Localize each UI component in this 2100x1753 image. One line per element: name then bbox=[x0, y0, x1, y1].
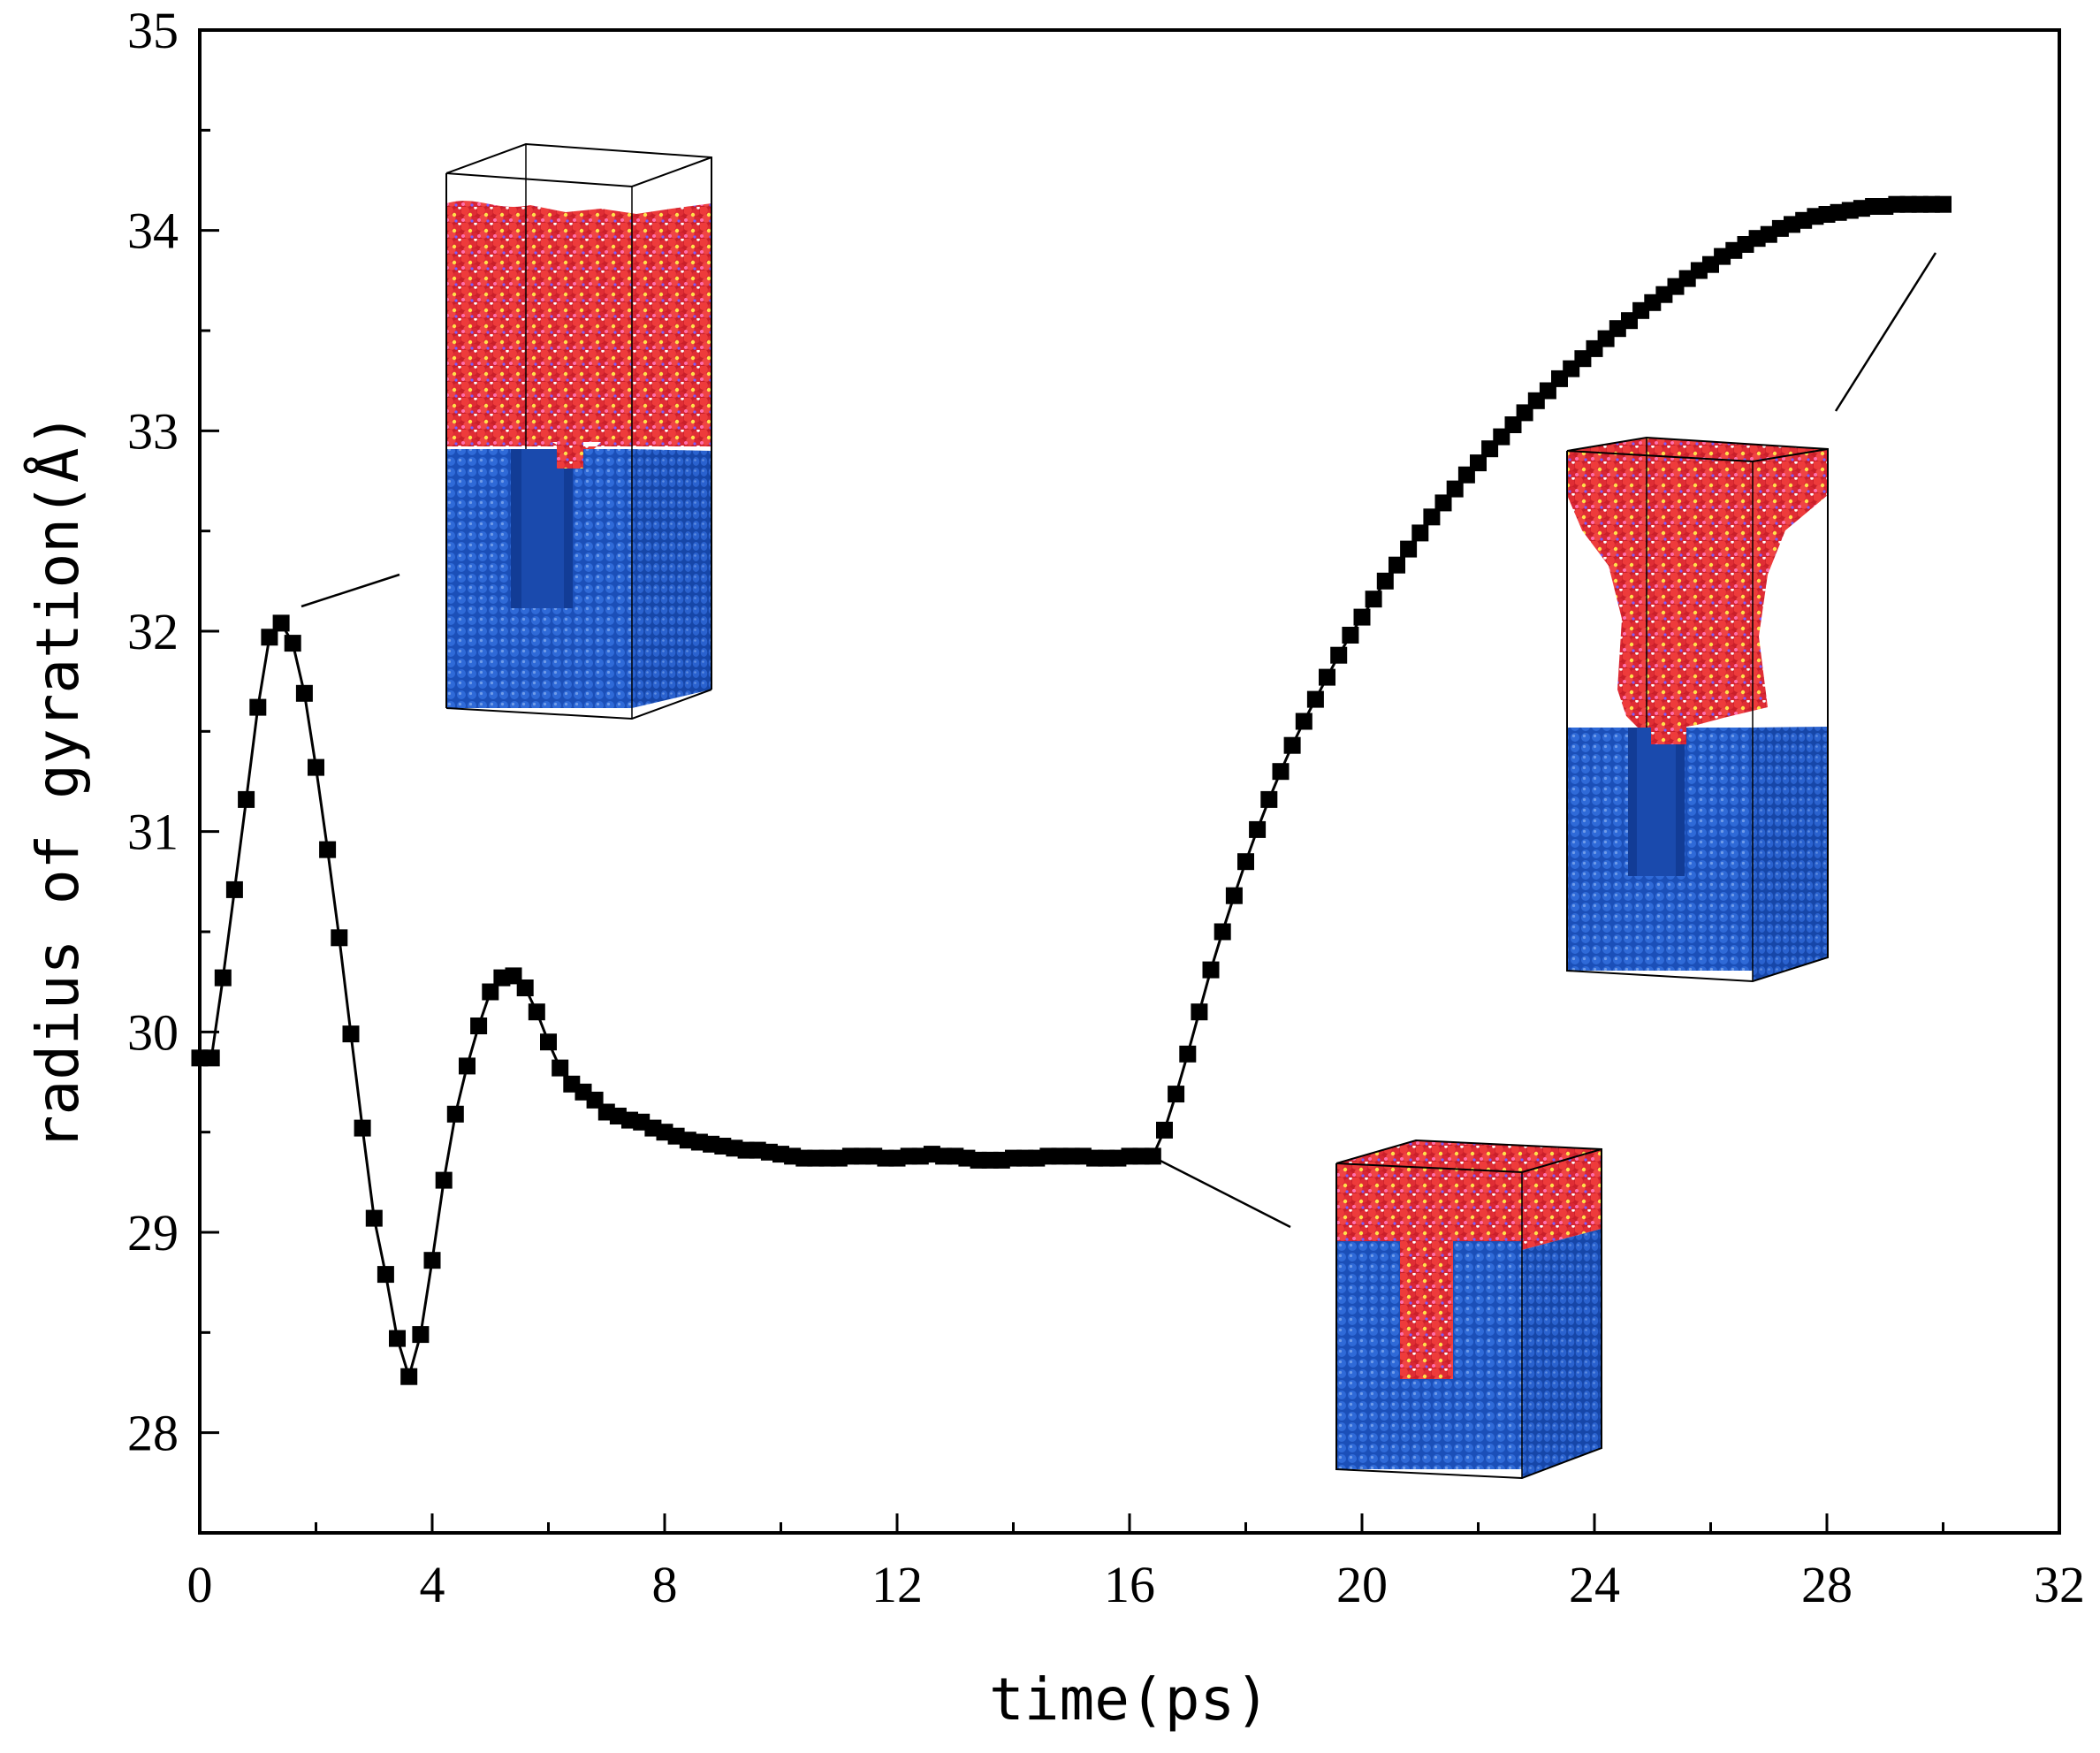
data-point bbox=[272, 614, 290, 632]
data-point bbox=[1342, 627, 1359, 644]
data-point bbox=[308, 758, 324, 776]
data-point bbox=[516, 979, 534, 996]
y-tick-label: 29 bbox=[127, 1204, 179, 1261]
data-point bbox=[377, 1266, 394, 1284]
data-point bbox=[1249, 820, 1267, 838]
y-axis-title: radius of gyration(Å) bbox=[23, 413, 92, 1150]
data-point bbox=[1214, 923, 1231, 941]
data-point bbox=[1272, 763, 1290, 781]
data-point bbox=[528, 1003, 545, 1021]
data-point bbox=[1283, 736, 1301, 754]
x-axis-title: time(ps) bbox=[989, 1665, 1270, 1734]
data-point bbox=[249, 698, 267, 716]
data-point bbox=[342, 1025, 360, 1043]
data-point bbox=[331, 929, 348, 947]
data-point bbox=[1306, 690, 1324, 708]
data-point bbox=[1446, 480, 1464, 498]
data-point bbox=[1295, 713, 1312, 730]
data-point bbox=[1330, 646, 1348, 664]
data-point bbox=[389, 1330, 406, 1347]
data-point bbox=[1470, 454, 1487, 472]
data-point bbox=[1365, 591, 1382, 608]
inset-snapshot-plateau bbox=[1151, 1139, 1602, 1480]
x-tick-label: 28 bbox=[1801, 1556, 1853, 1613]
x-tick-label: 24 bbox=[1569, 1556, 1620, 1613]
y-tick-label: 32 bbox=[127, 603, 179, 660]
data-point bbox=[1156, 1121, 1173, 1139]
data-point bbox=[400, 1368, 418, 1385]
data-point bbox=[1144, 1147, 1161, 1165]
data-point bbox=[1191, 1003, 1208, 1021]
data-point bbox=[1400, 540, 1418, 558]
x-tick-label: 12 bbox=[871, 1556, 923, 1613]
data-point bbox=[446, 1105, 464, 1123]
data-point bbox=[459, 1057, 476, 1075]
data-point bbox=[1935, 195, 1952, 213]
inset-snapshot-final bbox=[1566, 252, 1937, 983]
data-point bbox=[1434, 494, 1452, 512]
x-tick-label: 0 bbox=[187, 1556, 213, 1613]
data-point bbox=[1202, 961, 1220, 979]
data-point bbox=[1179, 1045, 1197, 1063]
data-point bbox=[319, 841, 337, 858]
data-point bbox=[423, 1252, 441, 1269]
inset-snapshot-initial bbox=[301, 142, 712, 720]
data-point bbox=[354, 1119, 371, 1137]
data-point bbox=[470, 1018, 488, 1034]
data-point bbox=[1225, 887, 1243, 904]
data-point bbox=[1411, 524, 1429, 542]
data-point bbox=[295, 684, 313, 702]
y-tick-label: 35 bbox=[127, 2, 179, 59]
data-point bbox=[1389, 556, 1405, 574]
data-point bbox=[1423, 508, 1441, 526]
data-point bbox=[284, 635, 301, 652]
data-point bbox=[202, 1049, 220, 1067]
data-point bbox=[482, 983, 499, 1001]
data-point bbox=[1168, 1086, 1185, 1103]
data-point bbox=[225, 880, 243, 898]
data-point bbox=[1376, 572, 1394, 590]
x-tick-label: 32 bbox=[2034, 1556, 2085, 1613]
x-tick-label: 20 bbox=[1336, 1556, 1388, 1613]
data-point bbox=[1353, 608, 1371, 626]
x-tick-label: 16 bbox=[1104, 1556, 1155, 1613]
y-tick-label: 34 bbox=[127, 202, 179, 260]
y-tick-label: 33 bbox=[127, 402, 179, 460]
data-point bbox=[1260, 790, 1278, 808]
y-tick-label: 28 bbox=[127, 1405, 179, 1462]
data-point bbox=[238, 790, 255, 808]
data-point bbox=[552, 1059, 569, 1077]
data-point bbox=[1319, 668, 1335, 686]
data-point bbox=[435, 1171, 453, 1189]
y-tick-label: 30 bbox=[127, 1003, 179, 1061]
x-tick-label: 8 bbox=[652, 1556, 678, 1613]
series-markers bbox=[191, 195, 1952, 1385]
data-point bbox=[365, 1209, 383, 1227]
y-axis-ticks: 28 29 30 31 32 33 34 35 bbox=[127, 2, 219, 1535]
data-point bbox=[540, 1033, 557, 1051]
data-point bbox=[412, 1326, 430, 1344]
y-tick-label: 31 bbox=[127, 804, 179, 861]
x-axis-ticks: 0 4 8 12 16 20 24 28 32 bbox=[187, 1513, 2085, 1613]
data-point bbox=[1237, 853, 1254, 871]
x-tick-label: 4 bbox=[420, 1556, 445, 1613]
data-point bbox=[214, 969, 232, 987]
data-point bbox=[261, 629, 278, 646]
